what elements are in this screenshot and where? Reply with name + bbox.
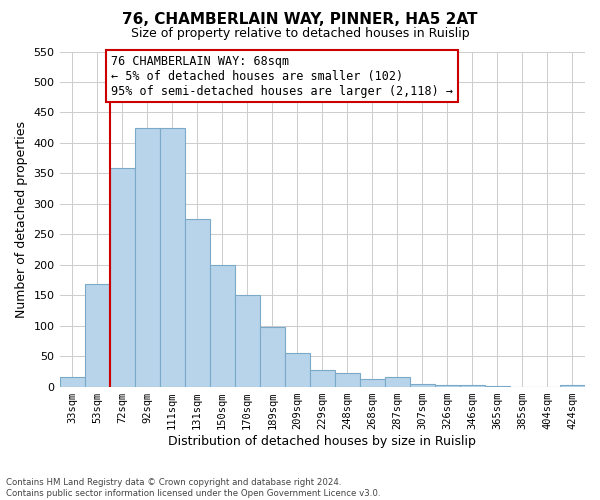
Bar xyxy=(59,378,85,386)
Bar xyxy=(260,328,285,386)
Bar xyxy=(235,295,260,386)
Bar xyxy=(160,128,185,386)
Bar xyxy=(310,370,335,386)
Y-axis label: Number of detached properties: Number of detached properties xyxy=(15,120,28,318)
Bar xyxy=(285,353,310,386)
Bar xyxy=(185,219,209,386)
Text: Contains HM Land Registry data © Crown copyright and database right 2024.
Contai: Contains HM Land Registry data © Crown c… xyxy=(6,478,380,498)
Bar xyxy=(360,378,385,386)
Bar xyxy=(385,378,410,386)
Text: 76 CHAMBERLAIN WAY: 68sqm
← 5% of detached houses are smaller (102)
95% of semi-: 76 CHAMBERLAIN WAY: 68sqm ← 5% of detach… xyxy=(111,54,453,98)
Bar xyxy=(335,373,360,386)
Bar xyxy=(134,128,160,386)
X-axis label: Distribution of detached houses by size in Ruislip: Distribution of detached houses by size … xyxy=(169,434,476,448)
Bar xyxy=(410,384,435,386)
Bar xyxy=(85,284,110,386)
Bar xyxy=(110,168,134,386)
Text: Size of property relative to detached houses in Ruislip: Size of property relative to detached ho… xyxy=(131,28,469,40)
Bar xyxy=(209,264,235,386)
Text: 76, CHAMBERLAIN WAY, PINNER, HA5 2AT: 76, CHAMBERLAIN WAY, PINNER, HA5 2AT xyxy=(122,12,478,28)
